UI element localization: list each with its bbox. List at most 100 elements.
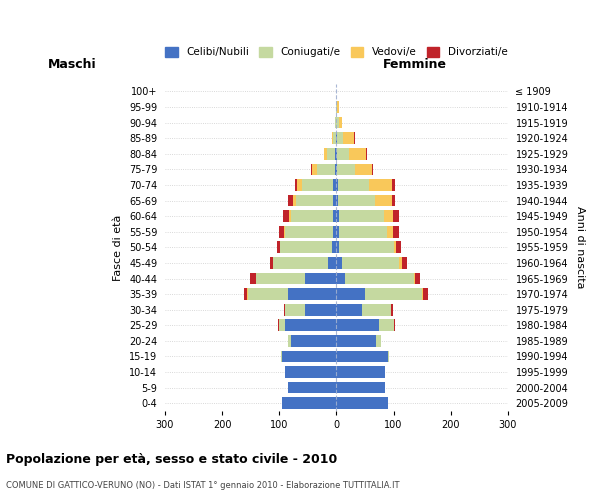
Bar [413, 272, 415, 284]
Bar [282, 398, 337, 409]
Bar [337, 226, 338, 237]
Bar [365, 288, 422, 300]
Bar [337, 194, 338, 206]
Bar [332, 242, 337, 253]
Text: Popolazione per età, sesso e stato civile - 2010: Popolazione per età, sesso e stato civil… [6, 452, 337, 466]
Bar [337, 320, 379, 331]
Bar [317, 164, 335, 175]
Bar [305, 272, 337, 284]
Bar [278, 320, 279, 331]
Bar [402, 257, 407, 269]
Bar [326, 148, 335, 160]
Bar [324, 148, 326, 160]
Bar [289, 210, 290, 222]
Bar [283, 210, 289, 222]
Bar [277, 242, 280, 253]
Bar [397, 242, 401, 253]
Bar [337, 257, 342, 269]
Bar [392, 194, 395, 206]
Bar [337, 304, 362, 316]
Bar [337, 366, 385, 378]
Bar [334, 194, 337, 206]
Bar [345, 272, 413, 284]
Bar [338, 210, 385, 222]
Bar [393, 226, 398, 237]
Bar [285, 226, 334, 237]
Bar [393, 210, 398, 222]
Bar [250, 272, 256, 284]
Bar [343, 132, 354, 144]
Bar [248, 288, 288, 300]
Bar [370, 179, 392, 191]
Bar [295, 179, 298, 191]
Bar [284, 304, 285, 316]
Bar [337, 210, 338, 222]
Text: COMUNE DI GATTICO-VERUNO (NO) - Dati ISTAT 1° gennaio 2010 - Elaborazione TUTTIT: COMUNE DI GATTICO-VERUNO (NO) - Dati IST… [6, 480, 400, 490]
Bar [305, 304, 337, 316]
Bar [282, 350, 337, 362]
Bar [312, 164, 317, 175]
Bar [339, 117, 342, 128]
Bar [296, 194, 334, 206]
Bar [385, 210, 393, 222]
Bar [337, 117, 339, 128]
Bar [372, 164, 373, 175]
Bar [349, 148, 366, 160]
Bar [338, 179, 370, 191]
Bar [337, 101, 338, 113]
Bar [337, 179, 338, 191]
Bar [337, 288, 365, 300]
Bar [337, 242, 339, 253]
Bar [334, 179, 337, 191]
Bar [337, 382, 385, 394]
Bar [302, 179, 334, 191]
Bar [335, 148, 337, 160]
Bar [375, 194, 392, 206]
Bar [244, 288, 247, 300]
Bar [337, 164, 355, 175]
Bar [274, 257, 328, 269]
Bar [332, 132, 333, 144]
Bar [355, 164, 372, 175]
Bar [288, 288, 337, 300]
Bar [388, 350, 389, 362]
Bar [337, 350, 388, 362]
Bar [354, 132, 355, 144]
Bar [285, 304, 305, 316]
Bar [337, 272, 345, 284]
Bar [335, 164, 337, 175]
Bar [337, 132, 343, 144]
Bar [337, 398, 388, 409]
Bar [290, 335, 337, 346]
Y-axis label: Anni di nascita: Anni di nascita [575, 206, 585, 288]
Bar [423, 288, 428, 300]
Bar [285, 320, 337, 331]
Bar [392, 179, 395, 191]
Bar [379, 320, 394, 331]
Bar [362, 304, 391, 316]
Bar [311, 164, 312, 175]
Bar [270, 257, 273, 269]
Bar [387, 226, 393, 237]
Bar [288, 382, 337, 394]
Bar [399, 257, 402, 269]
Bar [328, 257, 337, 269]
Bar [288, 335, 290, 346]
Bar [333, 132, 336, 144]
Bar [335, 117, 337, 128]
Legend: Celibi/Nubili, Coniugati/e, Vedovi/e, Divorziati/e: Celibi/Nubili, Coniugati/e, Vedovi/e, Di… [161, 43, 511, 62]
Y-axis label: Fasce di età: Fasce di età [113, 214, 123, 280]
Bar [394, 242, 397, 253]
Bar [290, 210, 334, 222]
Bar [366, 148, 367, 160]
Bar [280, 242, 332, 253]
Bar [338, 226, 387, 237]
Bar [288, 194, 293, 206]
Bar [279, 320, 285, 331]
Bar [376, 335, 381, 346]
Bar [422, 288, 423, 300]
Bar [391, 304, 393, 316]
Text: Femmine: Femmine [383, 58, 447, 70]
Bar [279, 226, 284, 237]
Bar [284, 226, 285, 237]
